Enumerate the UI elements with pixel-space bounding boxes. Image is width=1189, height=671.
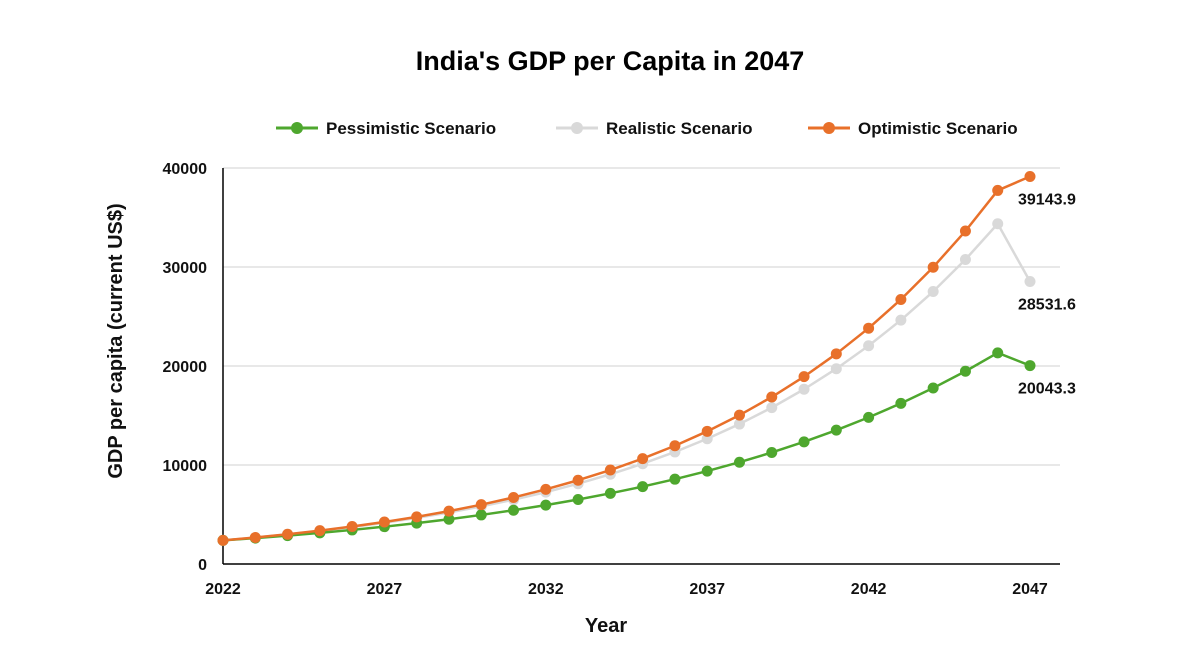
data-point: [733, 418, 745, 430]
data-point: [863, 340, 875, 352]
data-point: [895, 293, 907, 305]
data-point: [604, 464, 616, 476]
data-point: [701, 465, 713, 477]
data-point: [443, 513, 455, 525]
data-point: [992, 218, 1004, 230]
data-point: [701, 425, 713, 437]
data-point: [572, 493, 584, 505]
data-point: [959, 365, 971, 377]
series-line: [222, 175, 1031, 542]
data-point: [830, 363, 842, 375]
x-tick-label: 2037: [689, 581, 725, 598]
data-point: [830, 424, 842, 436]
y-tick-label: 40000: [163, 161, 208, 178]
y-tick-label: 20000: [163, 359, 208, 376]
data-point: [540, 499, 552, 511]
end-value-label: 20043.3: [1018, 381, 1076, 398]
data-point: [927, 261, 939, 273]
data-point: [992, 347, 1004, 359]
data-point: [314, 525, 326, 537]
data-point: [604, 487, 616, 499]
data-point: [798, 436, 810, 448]
data-point: [346, 521, 358, 533]
legend-item: Optimistic Scenario: [808, 119, 1018, 138]
data-point: [508, 504, 520, 516]
data-point: [733, 409, 745, 421]
data-point: [863, 322, 875, 334]
legend-label: Optimistic Scenario: [858, 119, 1018, 138]
legend-item: Pessimistic Scenario: [276, 119, 496, 138]
series-line: [222, 351, 1031, 542]
chart-title: India's GDP per Capita in 2047: [416, 46, 805, 76]
series-line: [222, 222, 1032, 542]
y-tick-label: 0: [198, 557, 207, 574]
data-point: [669, 473, 681, 485]
data-point: [411, 511, 423, 523]
data-point: [443, 505, 455, 517]
data-point: [766, 446, 778, 458]
legend-label: Pessimistic Scenario: [326, 119, 496, 138]
data-point: [669, 440, 681, 452]
data-point: [733, 456, 745, 468]
data-point: [1024, 170, 1036, 182]
data-point: [895, 397, 907, 409]
data-point: [959, 254, 971, 266]
data-point: [1024, 276, 1036, 288]
data-point: [992, 184, 1004, 196]
end-labels: 20043.3 28531.6 39143.9: [1018, 191, 1076, 397]
data-point: [378, 516, 390, 528]
legend-marker: [571, 122, 583, 134]
x-tick-labels: 2022 2027 2032 2037 2042 2047: [205, 581, 1048, 598]
data-point: [637, 453, 649, 465]
axes: [222, 168, 1060, 565]
data-point: [830, 348, 842, 360]
legend-label: Realistic Scenario: [606, 119, 752, 138]
data-point: [1024, 360, 1036, 372]
data-point: [766, 391, 778, 403]
end-value-label: 28531.6: [1018, 297, 1076, 314]
end-value-label: 39143.9: [1018, 191, 1076, 208]
x-tick-label: 2047: [1012, 581, 1048, 598]
gridlines: [223, 167, 1060, 466]
legend-marker: [823, 122, 835, 134]
series-pessimistic-scenario: [217, 347, 1036, 546]
data-point: [798, 371, 810, 383]
data-point: [540, 483, 552, 495]
data-point: [637, 481, 649, 493]
legend: Pessimistic Scenario Realistic Scenario Op…: [276, 119, 1018, 138]
series-optimistic-scenario: [217, 170, 1036, 546]
legend-item: Realistic Scenario: [556, 119, 752, 138]
data-point: [249, 531, 261, 543]
data-point: [475, 509, 487, 521]
data-point: [766, 402, 778, 414]
x-tick-label: 2022: [205, 581, 241, 598]
data-point: [863, 411, 875, 423]
y-axis-title: GDP per capita (current US$): [105, 203, 127, 478]
data-point: [959, 225, 971, 237]
series-layer: [217, 170, 1036, 546]
data-point: [475, 499, 487, 511]
y-tick-labels: 0 10000 20000 30000 40000: [163, 161, 208, 574]
data-point: [798, 383, 810, 395]
data-point: [927, 286, 939, 298]
x-tick-label: 2042: [851, 581, 887, 598]
x-axis-title: Year: [585, 615, 627, 637]
data-point: [927, 382, 939, 394]
x-tick-label: 2032: [528, 581, 564, 598]
y-tick-label: 30000: [163, 260, 208, 277]
data-point: [895, 314, 907, 326]
data-point: [282, 528, 294, 540]
x-tick-label: 2027: [367, 581, 403, 598]
data-point: [508, 491, 520, 503]
legend-marker: [291, 122, 303, 134]
y-tick-label: 10000: [163, 458, 208, 475]
data-point: [217, 534, 229, 546]
data-point: [572, 474, 584, 486]
